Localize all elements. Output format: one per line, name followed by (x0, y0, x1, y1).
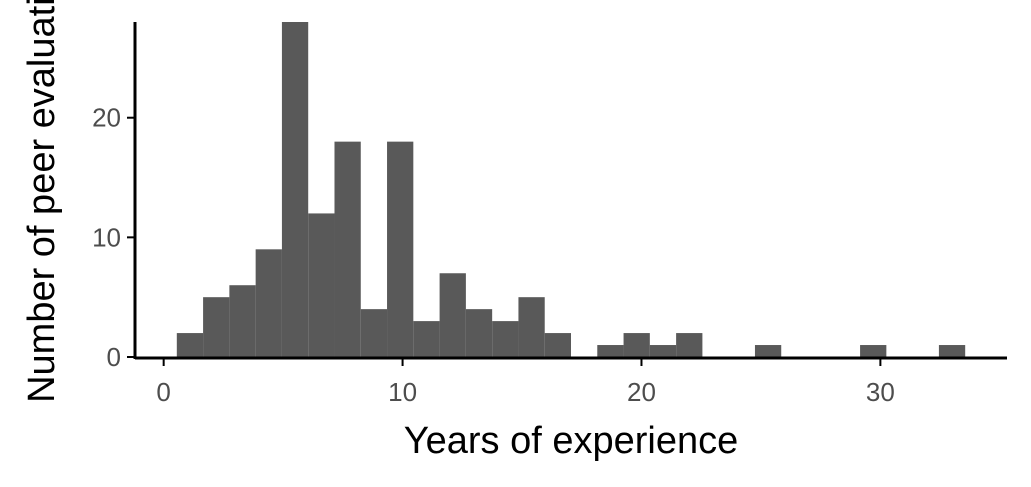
x-tick-label: 20 (627, 377, 656, 407)
histogram-bar (465, 309, 493, 357)
histogram-bar (649, 345, 677, 357)
y-tick-label: 20 (92, 103, 121, 133)
histogram-bar (360, 309, 388, 357)
histogram-bar (754, 345, 782, 357)
y-tick-label: 10 (92, 222, 121, 252)
histogram-bars (176, 22, 966, 357)
histogram-bar (544, 333, 571, 357)
histogram-bar (308, 213, 335, 357)
histogram-bar (860, 345, 887, 357)
histogram-bar (255, 249, 282, 357)
y-tick-label: 0 (107, 342, 121, 372)
x-tick-label: 30 (866, 377, 895, 407)
histogram-bar (492, 321, 519, 357)
y-axis-title: Number of peer evaluations (21, 0, 63, 403)
histogram-bar (518, 297, 545, 357)
histogram-bar (281, 22, 309, 357)
x-tick-label: 10 (388, 377, 417, 407)
histogram-bar (413, 321, 440, 357)
histogram-bar (203, 297, 230, 357)
histogram-bar (439, 273, 466, 357)
histogram-bar (676, 333, 703, 357)
histogram-bar (334, 141, 361, 357)
x-tick-label: 0 (156, 377, 170, 407)
histogram-bar (938, 345, 966, 357)
histogram-bar (597, 345, 624, 357)
histogram-bar (387, 141, 414, 357)
histogram-bar (229, 285, 256, 357)
x-axis-ticks: 0 10 20 30 (156, 359, 895, 407)
histogram-bar (623, 333, 650, 357)
x-axis-title: Years of experience (404, 420, 739, 462)
histogram-bar (176, 333, 204, 357)
y-axis-ticks: 0 10 20 (92, 103, 134, 372)
